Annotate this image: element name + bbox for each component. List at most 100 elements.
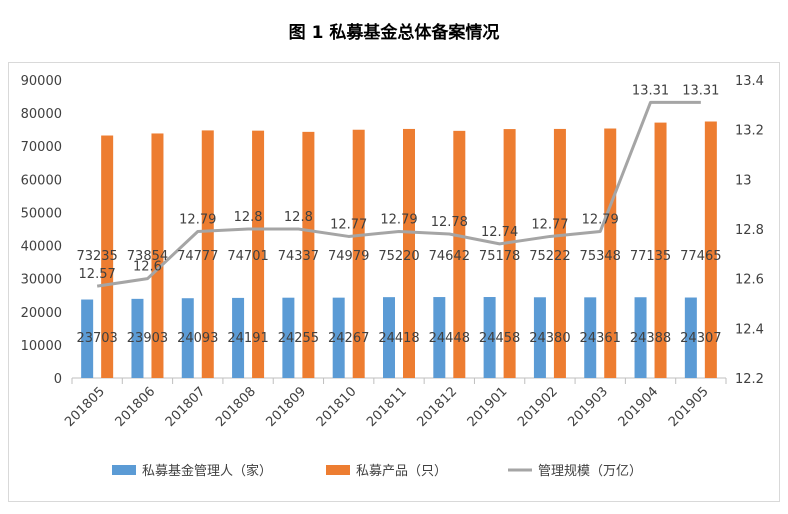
x-tick-label: 201905 [666,384,712,430]
line-data-label: 13.31 [682,83,719,98]
y-right-tick-label: 13.2 [735,124,764,139]
x-tick-label: 201903 [565,384,611,430]
bar-product-label: 74701 [227,249,268,264]
line-data-label: 12.8 [234,210,263,225]
bar-product-label: 74642 [429,249,470,264]
y-left-tick-label: 40000 [21,240,62,255]
bar-product-label: 73854 [127,249,168,264]
bar-product [553,128,566,378]
legend-swatch [112,465,136,475]
bar-product [101,135,114,378]
chart-frame [8,62,780,502]
y-left-tick-label: 80000 [21,107,62,122]
y-right-tick-label: 13 [735,173,752,188]
line-data-label: 12.78 [431,215,468,230]
legend-label: 私募产品（只） [356,464,447,479]
line-data-label: 13.31 [632,83,669,98]
line-data-label: 12.8 [284,210,313,225]
line-data-label: 12.77 [531,217,568,232]
line-data-label: 12.79 [380,212,417,227]
bar-manager [584,297,597,378]
bar-manager-label: 24307 [680,331,721,346]
bar-product [604,128,617,378]
bar-product [453,130,466,378]
y-left-tick-label: 50000 [21,206,62,221]
bar-manager-label: 24255 [278,331,319,346]
bar-product [704,121,717,379]
bar-product-label: 75220 [378,249,419,264]
bar-manager [684,297,697,378]
legend-label: 私募基金管理人（家） [142,463,272,479]
bar-manager-label: 24361 [580,331,621,346]
y-left-tick-label: 20000 [21,306,62,321]
x-tick-label: 201902 [515,384,561,430]
bar-manager-label: 24380 [529,331,570,346]
bar-manager [332,297,345,378]
x-tick-label: 201806 [113,384,159,430]
x-tick-label: 201809 [264,384,310,430]
bar-product-label: 74337 [278,249,319,264]
bar-manager [181,298,194,378]
bar-manager [282,297,295,378]
bar-manager [634,297,647,378]
bar-manager [433,297,446,378]
line-data-label: 12.57 [79,267,116,282]
bar-manager-label: 23703 [76,331,117,346]
legend-swatch [326,465,350,475]
bar-manager [383,297,395,378]
line-data-label: 12.79 [179,212,216,227]
y-right-tick-label: 12.6 [735,273,764,288]
chart-title: 图 1 私募基金总体备案情况 [288,23,500,43]
y-right-tick-label: 12.4 [735,322,764,337]
x-tick-label: 201805 [62,384,108,430]
y-left-tick-label: 0 [54,372,62,387]
line-data-label: 12.77 [330,217,367,232]
x-tick-label: 201810 [314,384,360,430]
line-data-label: 12.6 [133,260,162,275]
line-data-label: 12.79 [582,212,619,227]
line-scale [96,100,701,288]
x-tick-label: 201904 [616,384,662,430]
bar-manager-label: 24448 [429,331,470,346]
bar-manager-label: 24388 [630,331,671,346]
y-left-tick-label: 10000 [21,339,62,354]
bar-product [403,128,415,378]
bar-product-label: 75222 [529,249,570,264]
bar-manager [483,297,496,378]
y-right-tick-label: 13.4 [735,74,764,89]
y-left-tick-label: 30000 [21,273,62,288]
bar-manager [81,299,94,378]
x-tick-label: 201901 [465,384,511,430]
bar-product-label: 74777 [177,249,218,264]
bar-manager-label: 24267 [328,331,369,346]
x-tick-label: 201807 [163,384,209,430]
y-right-tick-label: 12.2 [735,372,764,387]
x-tick-label: 201811 [364,384,410,430]
bar-manager [533,297,546,378]
bar-product-label: 75348 [580,249,621,264]
x-tick-label: 201812 [414,384,460,430]
bar-product-label: 73235 [76,249,117,264]
bar-product [302,131,315,378]
bar-manager-label: 24093 [177,331,218,346]
y-right-tick-label: 12.8 [735,223,764,238]
bar-manager-label: 24418 [378,331,419,346]
bar-product [654,122,667,378]
bar-manager-label: 24458 [479,331,520,346]
bar-product [151,133,164,378]
y-left-tick-label: 70000 [21,140,62,155]
bar-product-label: 77135 [630,249,671,264]
bar-product [252,130,265,378]
bar-product [503,129,516,378]
y-left-tick-label: 60000 [21,173,62,188]
line-data-label: 12.74 [481,225,518,240]
bar-product-label: 74979 [328,249,369,264]
bar-product [352,129,365,378]
legend-label: 管理规模（万亿） [538,464,642,479]
bar-manager [131,298,144,378]
bar-product-label: 75178 [479,249,520,264]
bar-product [201,130,214,378]
y-left-tick-label: 90000 [21,74,62,89]
